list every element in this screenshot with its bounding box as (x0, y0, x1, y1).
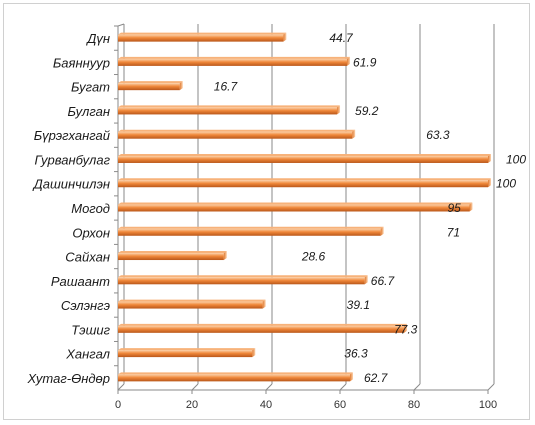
bar (118, 180, 488, 188)
bar-end-cap (380, 226, 384, 236)
bar-end-cap (404, 323, 408, 333)
bar-chart: 0 20 40 60 80 100 Дүн 44.7 Баяннуур 61.9 Бугат 16.7… (27, 23, 527, 411)
x-tick-label: 20 (186, 399, 198, 411)
data-label: 44.7 (329, 31, 354, 45)
x-tick-label: 0 (115, 399, 121, 411)
data-label: 95 (448, 201, 462, 215)
category-label: Орхон (72, 225, 110, 240)
data-label: 61.9 (353, 55, 377, 69)
category-label: Дүн (85, 31, 110, 46)
bar-top (118, 32, 287, 35)
bar-top (118, 299, 266, 302)
bar (118, 228, 381, 236)
bar-end-cap (364, 275, 368, 285)
data-label: 39.1 (347, 298, 370, 312)
category-label: Булган (67, 104, 110, 119)
bar-end-cap (223, 251, 227, 261)
bar (118, 277, 365, 285)
data-label: 59.2 (355, 104, 379, 118)
bar-end-cap (349, 372, 353, 382)
category-label: Тэшиг (71, 322, 110, 337)
gridline-floor-2 (265, 383, 273, 391)
data-label: 62.7 (364, 371, 389, 385)
data-label: 100 (496, 177, 516, 191)
bar (118, 325, 405, 333)
category-label: Хангал (65, 347, 110, 362)
bar-top (118, 56, 351, 59)
bar (118, 83, 180, 91)
bar (118, 350, 253, 358)
bar-end-cap (488, 178, 491, 188)
labels: 0 20 40 60 80 100 Дүн 44.7 Баяннуур 61.9 Бугат 16.7… (27, 31, 527, 411)
data-label: 77.3 (394, 322, 418, 336)
bar (118, 204, 470, 212)
x-tick-label: 40 (260, 399, 272, 411)
gridline-floor-0 (117, 383, 125, 391)
bar-top (118, 323, 408, 326)
bar-top (118, 129, 356, 132)
bar (118, 34, 284, 42)
category-label: Рашаант (51, 274, 110, 289)
data-label: 16.7 (214, 80, 239, 94)
chart-area: 0 20 40 60 80 100 Дүн 44.7 Баяннуур 61.9 Бугат 16.7… (3, 3, 530, 420)
category-label: Сэлэнгэ (61, 298, 110, 313)
bar (118, 58, 348, 66)
category-label: Баяннуур (53, 55, 110, 70)
category-label: Гурванбулаг (35, 152, 111, 167)
bar-end-cap (469, 202, 473, 212)
bar-end-cap (352, 129, 356, 139)
category-label: Дашинчилэн (32, 177, 110, 192)
bar-end-cap (252, 348, 256, 358)
bar-top (118, 372, 353, 375)
bar-top (118, 202, 473, 205)
data-label: 100 (506, 152, 526, 166)
bar (118, 374, 350, 382)
bar-top (118, 275, 368, 278)
bar-end-cap (262, 299, 266, 309)
bar (118, 131, 353, 139)
bar-end-cap (488, 153, 491, 163)
gridline-floor-3 (339, 383, 347, 391)
category-label: Могод (71, 201, 110, 216)
gridline-floor-5 (487, 383, 495, 391)
bar-top (118, 81, 183, 84)
data-label: 36.3 (344, 347, 368, 361)
x-tick-label: 80 (408, 399, 420, 411)
bar-end-cap (179, 81, 183, 91)
category-label: Бүрэгхангай (34, 128, 110, 143)
gridline-floor-4 (413, 383, 421, 391)
data-label: 63.3 (426, 128, 450, 142)
category-label: Бугат (71, 80, 110, 95)
bar-end-cap (337, 105, 341, 115)
bars (118, 32, 491, 382)
data-label: 66.7 (371, 274, 396, 288)
bar (118, 107, 338, 115)
gridline-floor-1 (191, 383, 199, 391)
x-tick-label: 60 (334, 399, 346, 411)
bar-top (118, 105, 341, 108)
bar-top (118, 153, 491, 156)
bar-end-cap (283, 32, 287, 42)
bar (118, 301, 263, 309)
bar-top (118, 178, 491, 181)
data-label: 71 (447, 225, 460, 239)
bar-top (118, 251, 227, 254)
bar-top (118, 226, 384, 229)
bar-top (118, 348, 256, 351)
category-label: Сайхан (65, 250, 110, 265)
data-label: 28.6 (301, 250, 326, 264)
bar (118, 253, 224, 261)
wall-top-edge (117, 23, 125, 27)
x-tick-label: 100 (479, 399, 497, 411)
bar (118, 155, 488, 163)
category-label: Хутаг-Өндөр (27, 371, 110, 386)
bar-end-cap (347, 56, 351, 66)
